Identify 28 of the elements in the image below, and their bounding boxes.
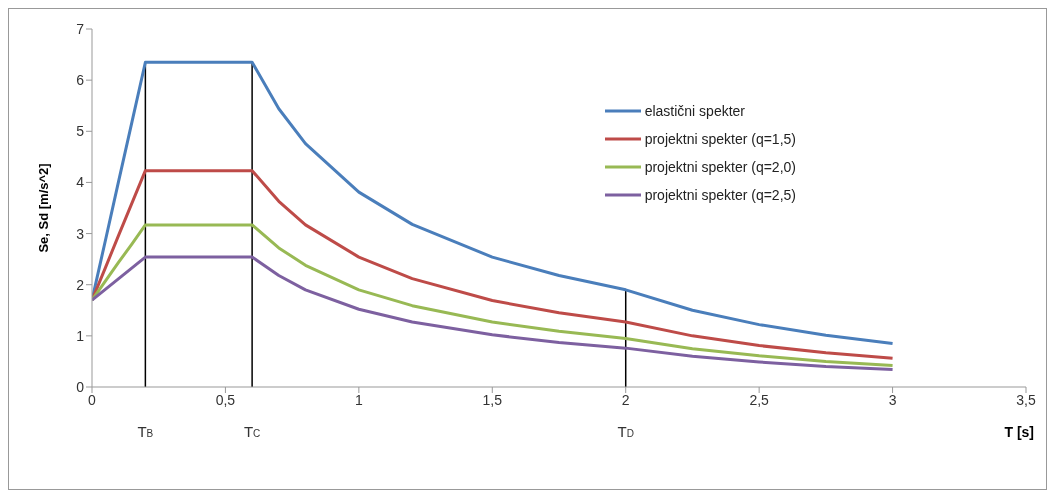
y-tick-label: 0 bbox=[76, 378, 85, 395]
ref-line-label: TC bbox=[243, 423, 261, 440]
legend-label: projektni spekter (q=1,5) bbox=[644, 131, 796, 147]
x-tick-label: 3,5 bbox=[1016, 391, 1036, 408]
y-tick-label: 7 bbox=[76, 20, 85, 37]
x-axis-title: T [s] bbox=[1004, 424, 1034, 440]
x-tick-label: 3 bbox=[888, 391, 897, 408]
x-tick-label: 1,5 bbox=[482, 391, 503, 408]
line-series bbox=[92, 60, 895, 346]
y-tick-label: 1 bbox=[76, 327, 85, 344]
x-tick-label: 0 bbox=[88, 391, 97, 408]
line-series bbox=[92, 223, 895, 368]
y-tick-label: 5 bbox=[76, 123, 85, 140]
ref-line-label: TB bbox=[137, 423, 154, 440]
y-tick-label: 3 bbox=[76, 225, 85, 242]
y-tick-label: 2 bbox=[76, 276, 85, 293]
legend-label: elastični spekter bbox=[644, 103, 746, 119]
y-tick-label: 4 bbox=[76, 174, 85, 191]
x-tick-label: 2,5 bbox=[749, 391, 770, 408]
line-series bbox=[92, 255, 895, 372]
y-tick-label: 6 bbox=[76, 72, 85, 89]
y-axis-title: Se, Sd [m/s^2] bbox=[35, 163, 51, 253]
x-tick-label: 0,5 bbox=[215, 391, 236, 408]
legend-label: projektni spekter (q=2,0) bbox=[644, 159, 796, 175]
x-tick-label: 2 bbox=[621, 391, 630, 408]
ref-line-label: TD bbox=[617, 423, 634, 440]
legend-label: projektni spekter (q=2,5) bbox=[644, 187, 796, 203]
x-tick-label: 1 bbox=[354, 391, 363, 408]
